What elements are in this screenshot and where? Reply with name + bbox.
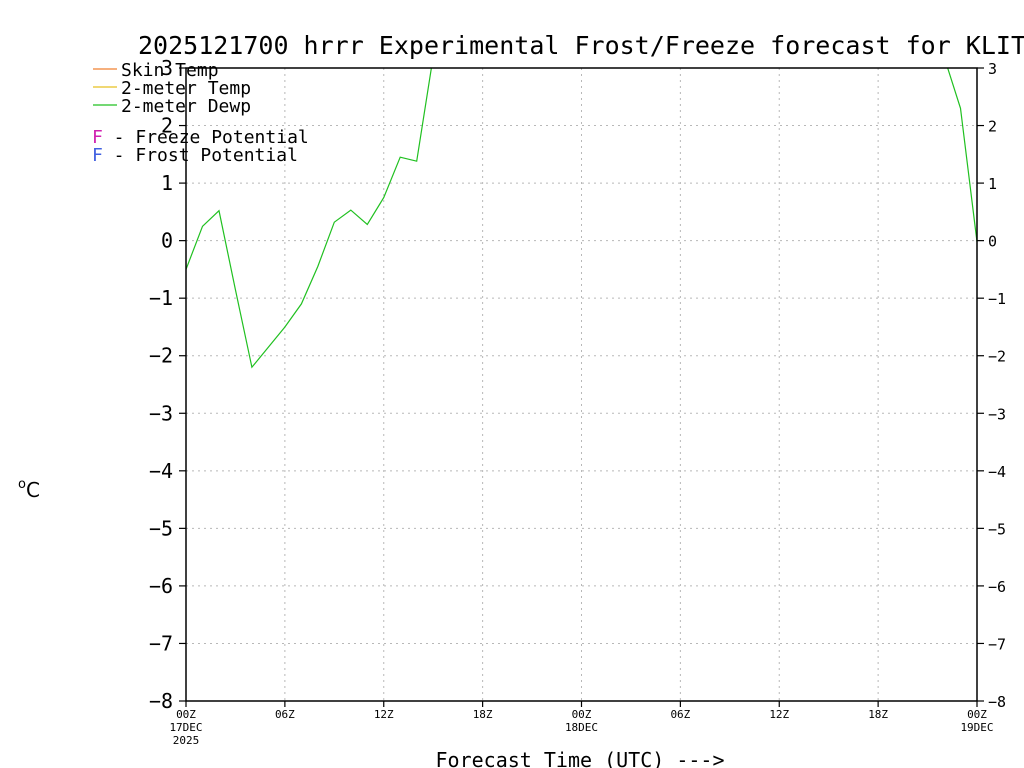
- y-axis-label-degree: o: [18, 477, 26, 492]
- x-tick-label: 12Z: [374, 708, 394, 721]
- x-tick-label: 00Z: [967, 708, 987, 721]
- legend-label: 2-meter Temp: [121, 78, 251, 99]
- y-tick-label-left: −1: [149, 286, 173, 310]
- grid: [186, 68, 977, 701]
- x-tick-label: 00Z: [176, 708, 196, 721]
- x-tick-label: 12Z: [769, 708, 789, 721]
- y-tick-label-right: −6: [988, 578, 1006, 596]
- legend-flag-letter: F: [92, 145, 103, 166]
- x-tick-label: 2025: [173, 734, 200, 747]
- y-tick-label-right: 0: [988, 233, 997, 251]
- x-tick-label: 18DEC: [565, 721, 598, 734]
- legend-flag-text: - Freeze Potential: [103, 127, 309, 148]
- y-tick-label-left: 3: [161, 56, 173, 80]
- y-axis-left: 3 2 1 0 −1 −2 −3 −4 −5 −6 −7 −8: [149, 56, 186, 713]
- y-tick-label-left: 0: [161, 229, 173, 253]
- legend-flag-entry: F - Freeze Potential: [92, 127, 309, 148]
- y-tick-label-left: −7: [149, 631, 173, 655]
- x-tick-label: 06Z: [275, 708, 295, 721]
- y-tick-label-right: 3: [988, 60, 997, 78]
- series-line-dewpoint: [186, 68, 977, 369]
- y-axis-label: oC: [18, 477, 40, 502]
- x-tick-label: 17DEC: [169, 721, 202, 734]
- y-tick-label-left: −6: [149, 574, 173, 598]
- x-axis-label: Forecast Time (UTC) --->: [436, 748, 725, 768]
- y-axis-right: 3 2 1 0 −1 −2 −3 −4 −5 −6 −7 −8: [977, 60, 1006, 711]
- y-tick-label-right: −8: [988, 693, 1006, 711]
- plot-frame: [185, 67, 978, 702]
- y-tick-label-right: −4: [988, 463, 1006, 481]
- y-tick-label-left: 1: [161, 171, 173, 195]
- y-tick-label-right: −1: [988, 290, 1006, 308]
- x-tick-label: 18Z: [868, 708, 888, 721]
- y-tick-label-left: −3: [149, 401, 173, 425]
- series-layer: [186, 68, 977, 369]
- x-tick-label: 00Z: [572, 708, 592, 721]
- legend-flag-letter: F: [92, 127, 103, 148]
- legend-flag-text: - Frost Potential: [103, 145, 298, 166]
- y-tick-label-left: −5: [149, 516, 173, 540]
- y-tick-label-right: 1: [988, 175, 997, 193]
- y-tick-label-right: −3: [988, 405, 1006, 423]
- legend-flag-entry: F - Frost Potential: [92, 145, 298, 166]
- y-tick-label-right: −2: [988, 348, 1006, 366]
- x-tick-label: 18Z: [473, 708, 493, 721]
- legend-label: Skin Temp: [121, 60, 219, 81]
- y-tick-label-left: 2: [161, 114, 173, 138]
- y-tick-label-right: −5: [988, 520, 1006, 538]
- y-tick-label-right: −7: [988, 635, 1006, 653]
- y-tick-label-right: 2: [988, 118, 997, 136]
- y-tick-label-left: −2: [149, 344, 173, 368]
- y-tick-label-left: −4: [149, 459, 173, 483]
- chart-title: 2025121700 hrrr Experimental Frost/Freez…: [138, 31, 1024, 60]
- y-axis-label-unit: C: [26, 478, 40, 502]
- legend-label: 2-meter Dewp: [121, 96, 251, 117]
- x-tick-label: 19DEC: [960, 721, 993, 734]
- x-tick-label: 06Z: [670, 708, 690, 721]
- y-tick-label-left: −8: [149, 689, 173, 713]
